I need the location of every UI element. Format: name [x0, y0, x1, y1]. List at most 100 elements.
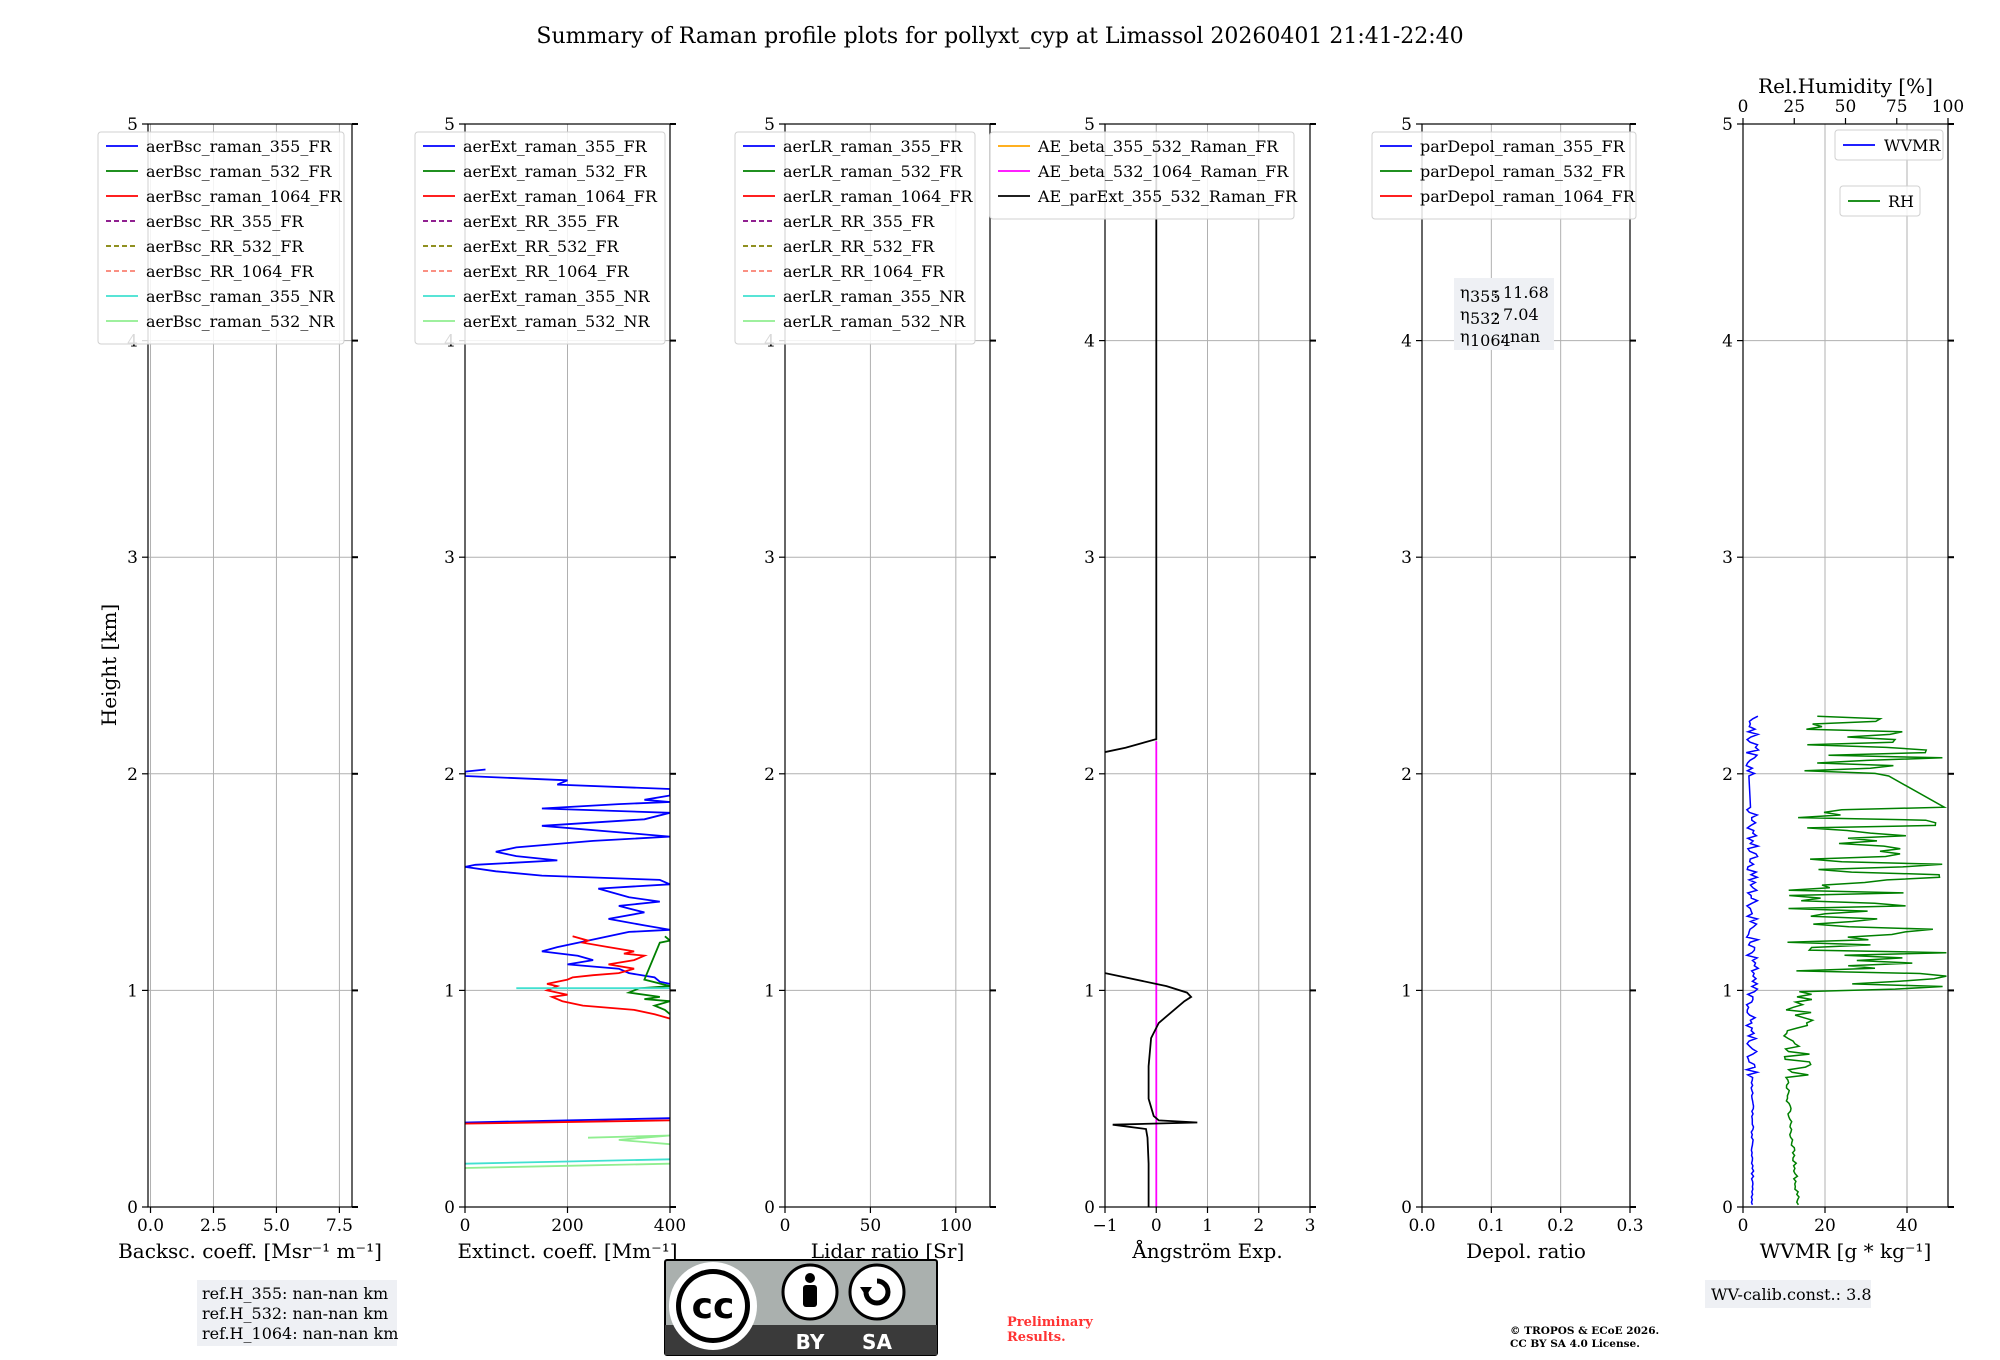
legend-lr: [734, 131, 976, 345]
ytick-label-lr-0: 0: [764, 1198, 775, 1218]
xtick-label-ae-2: 1: [1202, 1216, 1213, 1236]
axes-frame-bsc: [147, 123, 353, 1208]
ref-height-355: ref.H_355: nan-nan km: [202, 1284, 388, 1303]
ytick-label-ae-3: 3: [1084, 548, 1095, 568]
legend-bsc: [97, 131, 345, 345]
xtick-label-wv-1: 20: [1814, 1216, 1836, 1236]
legend-label-bsc-4: aerBsc_RR_532_FR: [146, 237, 304, 256]
panel-dep: 0.0 0.1 0.2 0.3 0 1 2 3 4 5 Depol. ratio parDepol_r…: [1371, 115, 1644, 1263]
xtick-label-dep-2: 0.2: [1547, 1216, 1574, 1236]
ytick-label-wv-5: 5: [1722, 115, 1733, 135]
xtick-label-lr-1: 50: [860, 1216, 882, 1236]
legend-label-bsc-1: aerBsc_raman_532_FR: [146, 162, 332, 181]
legend-label-bsc-0: aerBsc_raman_355_FR: [146, 137, 332, 156]
eta-colon-2: :: [1500, 327, 1505, 346]
ytick-label-lr-3: 3: [764, 548, 775, 568]
legend-label-ext-2: aerExt_raman_1064_FR: [463, 187, 658, 206]
axes-frame-dep: [1421, 123, 1631, 1208]
legend-label-ext-4: aerExt_RR_532_FR: [463, 237, 620, 256]
legend-label-dep-1: parDepol_raman_532_FR: [1420, 162, 1626, 181]
xtick-label-ae-3: 2: [1253, 1216, 1264, 1236]
ytick-label-wv-3: 3: [1722, 548, 1733, 568]
legend-label-bsc-6: aerBsc_raman_355_NR: [146, 287, 335, 306]
copyright-line-1: © TROPOS & ECoE 2026.: [1510, 1325, 1659, 1337]
legend-label-bsc-5: aerBsc_RR_1064_FR: [146, 262, 315, 281]
ytick-label-ae-5: 5: [1084, 115, 1095, 135]
xtick-label-ext-1: 200: [551, 1216, 583, 1236]
ytick-label-bsc-0: 0: [127, 1198, 138, 1218]
copyright-line-2: CC BY SA 4.0 License.: [1510, 1338, 1640, 1350]
top-axis-label: Rel.Humidity [%]: [1758, 74, 1933, 98]
legend-dep: [1371, 131, 1637, 220]
xaxis-label-ext: Extinct. coeff. [Mm⁻¹]: [457, 1239, 677, 1263]
series-ext-5: [587, 1134, 670, 1146]
ytick-label-ext-5: 5: [444, 115, 455, 135]
license-sa-label: SA: [862, 1330, 892, 1354]
legend-label-wvmr: WVMR: [1884, 136, 1941, 155]
ytick-label-ext-1: 1: [444, 981, 455, 1001]
series-wv-wvmr: [1743, 715, 1761, 1206]
ytick-label-dep-4: 4: [1401, 332, 1412, 352]
legend-label-lr-7: aerLR_raman_532_NR: [783, 312, 966, 331]
xtick-label-ext-2: 400: [654, 1216, 686, 1236]
eta-value-0: 11.68: [1503, 283, 1549, 302]
ytick-label-ext-0: 0: [444, 1198, 455, 1218]
legend-wvmr: [1834, 129, 1944, 161]
eta-symbol-1: η: [1460, 305, 1470, 324]
top-tick-label-2: 50: [1835, 97, 1857, 117]
series-ext-2: [543, 935, 670, 1020]
ytick-label-ae-1: 1: [1084, 981, 1095, 1001]
eta-value-1: 7.04: [1503, 305, 1539, 324]
xtick-label-bsc-3: 7.5: [326, 1216, 353, 1236]
series-wv-rh: [1782, 715, 1948, 1206]
eta-symbol-0: η: [1460, 283, 1470, 302]
legend-label-lr-5: aerLR_RR_1064_FR: [783, 262, 945, 281]
ref-height-1064: ref.H_1064: nan-nan km: [202, 1324, 398, 1343]
ytick-label-dep-5: 5: [1401, 115, 1412, 135]
panel-ext: 0200400012345Extinct. coeff. [Mm⁻¹]aerEx…: [414, 115, 686, 1263]
ytick-label-wv-2: 2: [1722, 765, 1733, 785]
legend-label-lr-4: aerLR_RR_532_FR: [783, 237, 935, 256]
eta-box: [1454, 278, 1554, 350]
ytick-label-wv-0: 0: [1722, 1198, 1733, 1218]
eta-colon-1: :: [1493, 305, 1498, 324]
ytick-label-bsc-1: 1: [127, 981, 138, 1001]
xtick-label-dep-3: 0.3: [1616, 1216, 1643, 1236]
legend-label-bsc-7: aerBsc_raman_532_NR: [146, 312, 335, 331]
chart-title: Summary of Raman profile plots for polly…: [536, 24, 1463, 49]
legend-label-ext-3: aerExt_RR_355_FR: [463, 212, 620, 231]
legend-label-ext-0: aerExt_raman_355_FR: [463, 137, 648, 156]
top-tick-label-3: 75: [1886, 97, 1908, 117]
ytick-label-dep-3: 3: [1401, 548, 1412, 568]
legend-label-lr-0: aerLR_raman_355_FR: [783, 137, 963, 156]
legend-ext: [414, 131, 666, 345]
legend-label-bsc-2: aerBsc_raman_1064_FR: [146, 187, 343, 206]
ytick-label-ext-2: 2: [444, 765, 455, 785]
legend-label-rh: RH: [1888, 192, 1914, 211]
wv-calib-annotation: WV-calib.const.: 3.8: [1705, 1280, 1872, 1308]
ytick-label-bsc-2: 2: [127, 765, 138, 785]
ytick-label-ae-2: 2: [1084, 765, 1095, 785]
panel-wv: 0 20 40 0 1 2 3 4 5 WVMR [g * kg⁻¹] 0 25 50 75 100Rel.…: [1722, 74, 1964, 1263]
legend-label-ae-1: AE_beta_532_1064_Raman_FR: [1037, 162, 1289, 181]
series-ext-7: [465, 1117, 670, 1124]
legend-label-lr-1: aerLR_raman_532_FR: [783, 162, 963, 181]
eta-symbol-2: η: [1460, 327, 1470, 346]
legend-label-ext-7: aerExt_raman_532_NR: [463, 312, 651, 331]
eta-sub-0: 355: [1470, 287, 1501, 306]
ytick-label-ae-0: 0: [1084, 1198, 1095, 1218]
ref-height-annotation: ref.H_355: nan-nan km ref.H_532: nan-nan…: [197, 1280, 398, 1346]
sa-share-icon: [848, 1263, 906, 1321]
eta-sub-2: 1064: [1470, 331, 1511, 350]
series-ext-0: [465, 768, 670, 985]
xtick-label-ae-0: −1: [1092, 1216, 1117, 1236]
legend-label-ae-2: AE_parExt_355_532_Raman_FR: [1037, 187, 1298, 206]
ytick-label-dep-1: 1: [1401, 981, 1412, 1001]
panels-group: 0.0 2.5 5.0 7.5 0 1 2 3 4 5 Backsc. coeff. [Msr⁻¹ …: [97, 74, 1964, 1263]
series-ext-1: [625, 935, 670, 1015]
xtick-label-dep-0: 0.0: [1408, 1216, 1435, 1236]
xaxis-label-dep: Depol. ratio: [1466, 1239, 1586, 1263]
legend-label-ext-1: aerExt_raman_532_FR: [463, 162, 648, 181]
xtick-label-dep-1: 0.1: [1478, 1216, 1505, 1236]
